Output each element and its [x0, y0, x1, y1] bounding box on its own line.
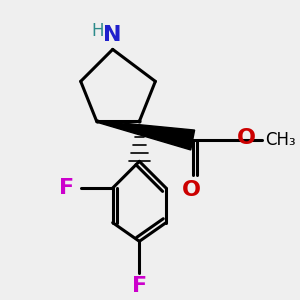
Text: F: F	[59, 178, 74, 198]
Text: H: H	[92, 22, 104, 40]
Text: CH₃: CH₃	[265, 131, 295, 149]
Polygon shape	[97, 121, 195, 150]
Text: O: O	[182, 180, 201, 200]
Text: F: F	[132, 276, 147, 296]
Text: N: N	[103, 26, 122, 45]
Text: O: O	[237, 128, 256, 148]
